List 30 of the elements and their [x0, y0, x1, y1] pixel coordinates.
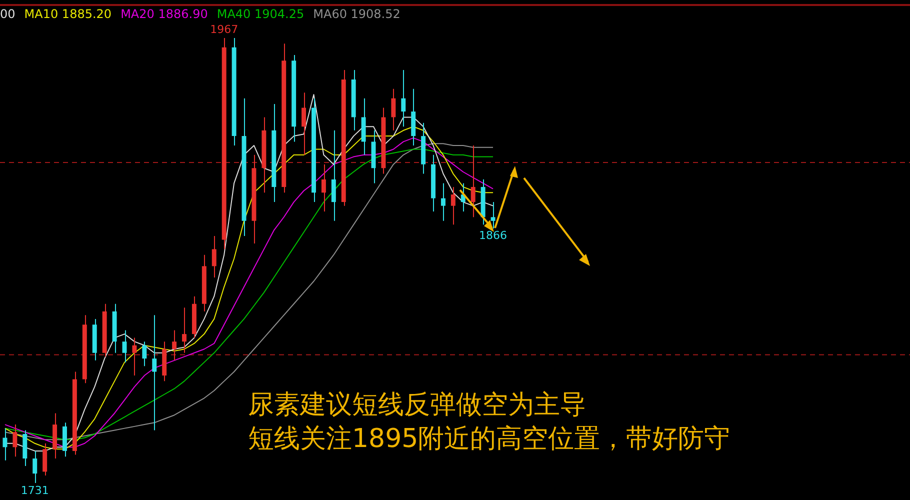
candlestick	[132, 337, 137, 376]
annotation: 短线关注1895附近的高空位置，带好防守	[248, 423, 730, 456]
text: MA40 1904.25	[216, 7, 304, 21]
candlestick	[2, 428, 8, 461]
candlestick	[490, 202, 496, 229]
candlestick	[450, 186, 456, 226]
candlestick	[12, 424, 18, 458]
candlestick	[122, 330, 127, 363]
candlestick	[391, 88, 396, 131]
candlestick	[32, 450, 38, 484]
candlestick	[321, 164, 326, 212]
annotation: 尿素建议短线反弹做空为主导	[248, 389, 587, 422]
candlestick	[142, 341, 147, 367]
candlestick	[152, 314, 157, 431]
text: MA10 1885.20	[24, 7, 112, 21]
candlestick	[212, 235, 216, 278]
candlestick	[42, 442, 48, 476]
candlestick	[440, 182, 446, 222]
candlestick	[302, 92, 306, 156]
annotation: 1731	[20, 484, 49, 497]
candlestick	[172, 330, 177, 361]
candlestick	[331, 130, 336, 222]
candlestick	[182, 307, 186, 354]
candlestick	[470, 144, 476, 218]
text: MA20 1886.90	[120, 7, 208, 21]
annotation: 1967	[210, 23, 238, 36]
candlestick	[401, 70, 406, 128]
annotation: 1866	[479, 229, 508, 242]
text: 00	[0, 7, 16, 21]
text: MA60 1908.52	[313, 7, 400, 21]
